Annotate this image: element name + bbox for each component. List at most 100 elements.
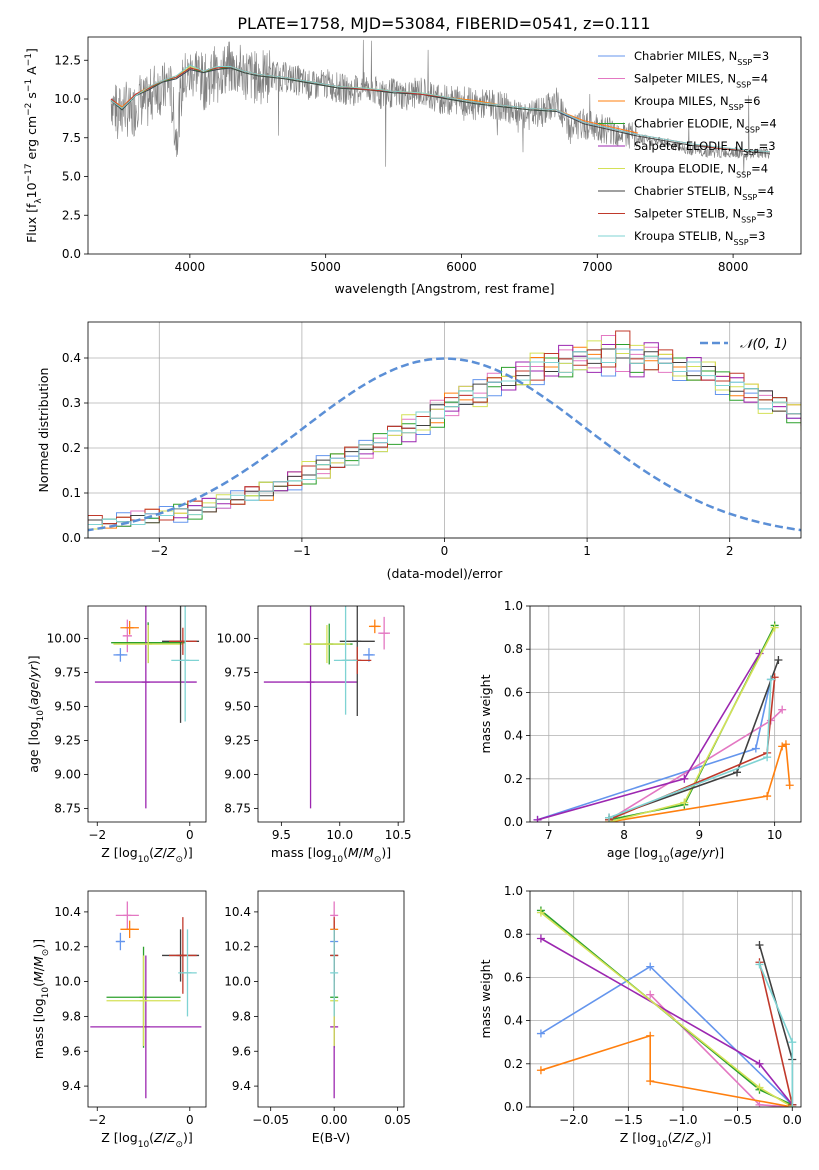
y-tick-label: 9.75	[54, 666, 81, 680]
y-tick-label: 9.4	[62, 1079, 81, 1093]
histogram-step	[88, 335, 801, 538]
x-axis-label: mass [log10(M/M⊙)]	[271, 845, 391, 865]
y-tick-label: 0.8	[504, 642, 523, 656]
normal-curve	[88, 357, 801, 532]
data-point	[680, 798, 689, 807]
x-tick-label: −1	[293, 544, 311, 558]
data-point	[785, 781, 794, 790]
x-axis-label: (data-model)/error	[387, 566, 504, 581]
y-tick-label: 9.75	[224, 666, 251, 680]
legend-entry: Chabrier MILES, NSSP=3	[634, 49, 769, 67]
y-tick-label: 1.0	[504, 884, 523, 898]
weight-line	[758, 962, 794, 1105]
data-point	[788, 1038, 797, 1047]
data-point	[646, 990, 655, 999]
weight_vs_age-panel: 7 8 9 10 0.0 0.2 0.4 0.6 0.8 1.0 age [log10(age/yr…	[478, 599, 802, 865]
y-tick-label: 0.4	[504, 729, 523, 743]
y-tick-label: 0.0	[504, 1100, 523, 1114]
x-tick-label: 6000	[446, 260, 477, 274]
weight-line	[540, 1034, 793, 1107]
x-tick-label: 1	[583, 544, 591, 558]
data-point	[778, 705, 787, 714]
data-point	[533, 815, 542, 822]
x-axis-label: age [log10(age/yr)]	[607, 845, 724, 865]
y-tick-label: 9.50	[54, 700, 81, 714]
weight-line	[537, 679, 772, 821]
y-tick-label: 10.4	[224, 905, 251, 919]
x-tick-label: 10.5	[385, 828, 412, 842]
y-tick-label: 10.2	[54, 940, 81, 954]
y-tick-label: 9.50	[224, 700, 251, 714]
x-tick-label: 7000	[582, 260, 613, 274]
data-point	[755, 1059, 764, 1068]
y-tick-label: 1.0	[504, 599, 523, 613]
y-axis-label: Flux [fλ10−17 erg cm−2 s−1 A−1]	[24, 48, 44, 243]
x-tick-label: 5000	[310, 260, 341, 274]
data-point	[646, 1077, 655, 1086]
y-tick-label: 10.00	[47, 632, 81, 646]
legend-entry: Chabrier ELODIE, NSSP=4	[634, 117, 777, 135]
x-tick-label: 8000	[718, 260, 749, 274]
y-tick-label: 0.0	[504, 815, 523, 829]
histogram-step	[88, 348, 801, 538]
weight-line	[608, 625, 776, 821]
data-point	[755, 960, 764, 969]
y-tick-label: 0.3	[62, 396, 81, 410]
data-point	[536, 1029, 545, 1038]
axes-frame	[529, 890, 802, 1108]
data-point	[763, 792, 772, 801]
data-point	[751, 744, 760, 753]
y-tick-label: 9.8	[62, 1009, 81, 1023]
x-tick-label: 0.05	[384, 1113, 411, 1127]
y-axis-label: mass [log10(M/M⊙)]	[31, 939, 51, 1059]
y-tick-label: 9.6	[62, 1044, 81, 1058]
y-tick-label: 10.0	[54, 92, 81, 106]
y-tick-label: 9.6	[232, 1044, 251, 1058]
axes-frame	[87, 605, 207, 823]
weight-line	[540, 909, 793, 1106]
data-point	[646, 962, 655, 971]
legend: Chabrier MILES, NSSP=3 Salpeter MILES, NS…	[598, 49, 777, 247]
x-axis-label: wavelength [Angstrom, rest frame]	[334, 281, 554, 296]
axes-frame	[257, 890, 405, 1108]
x-axis-label: Z [log10(Z/Z⊙)]	[101, 1130, 193, 1150]
y-tick-label: 0.0	[62, 247, 81, 261]
y-tick-label: 9.25	[54, 733, 81, 747]
legend-entry: Kroupa MILES, NSSP=6	[634, 94, 760, 112]
x-tick-label: −2	[150, 544, 168, 558]
axes-frame	[529, 605, 802, 823]
x-tick-label: 2	[726, 544, 734, 558]
x-tick-label: 7	[545, 828, 553, 842]
y-tick-label: 10.0	[54, 975, 81, 989]
figure-title: PLATE=1758, MJD=53084, FIBERID=0541, z=0…	[237, 14, 650, 33]
weight_vs_Z-panel: −2.0 −1.5 −1.0 −0.5 0.0 0.0 0.2 0.4 0.6 0.8 1.0 Z […	[478, 884, 802, 1150]
legend-entry: Kroupa STELIB, NSSP=3	[634, 229, 765, 247]
y-tick-label: 0.4	[62, 351, 81, 365]
y-axis-label: mass weight	[478, 674, 493, 753]
x-tick-label: 9.5	[272, 828, 291, 842]
mass_vs_Z-plot-area	[90, 901, 202, 1099]
spectrum-panel: 4000 5000 6000 7000 8000 0.0 2.5 5.0 7.5 10.0 12.5…	[24, 36, 802, 296]
weight_vs_Z-plot-area	[536, 906, 797, 1107]
y-tick-label: 7.5	[62, 131, 81, 145]
y-tick-label: 0.2	[62, 441, 81, 455]
residuals-panel: −2 −1 0 1 2 0.0 0.1 0.2 0.3 0.4 𝒩(0, 1) (data-model…	[36, 321, 802, 581]
y-tick-label: 10.4	[54, 905, 81, 919]
data-point	[646, 1031, 655, 1040]
age_vs_mass-panel: 9.5 10.0 10.5 8.75 9.00 9.25 9.50 9.75 10.00 mass…	[217, 605, 412, 865]
y-tick-label: 10.2	[224, 940, 251, 954]
y-tick-label: 9.8	[232, 1009, 251, 1023]
y-tick-label: 0.6	[504, 970, 523, 984]
data-point	[680, 774, 689, 783]
mass_vs_Z-panel: −2 0 9.4 9.6 9.8 10.0 10.2 10.4 Z [log10(Z/Z⊙)] m…	[31, 890, 207, 1150]
weight_vs_age-plot-area	[533, 621, 794, 822]
x-tick-label: −0.5	[723, 1113, 752, 1127]
x-tick-label: 10.0	[326, 828, 353, 842]
y-tick-label: 0.6	[504, 685, 523, 699]
data-point	[536, 1066, 545, 1075]
data-point	[755, 1083, 764, 1092]
y-tick-label: 9.00	[54, 767, 81, 781]
data-point	[755, 941, 764, 949]
x-axis-label: Z [log10(Z/Z⊙)]	[101, 845, 193, 865]
